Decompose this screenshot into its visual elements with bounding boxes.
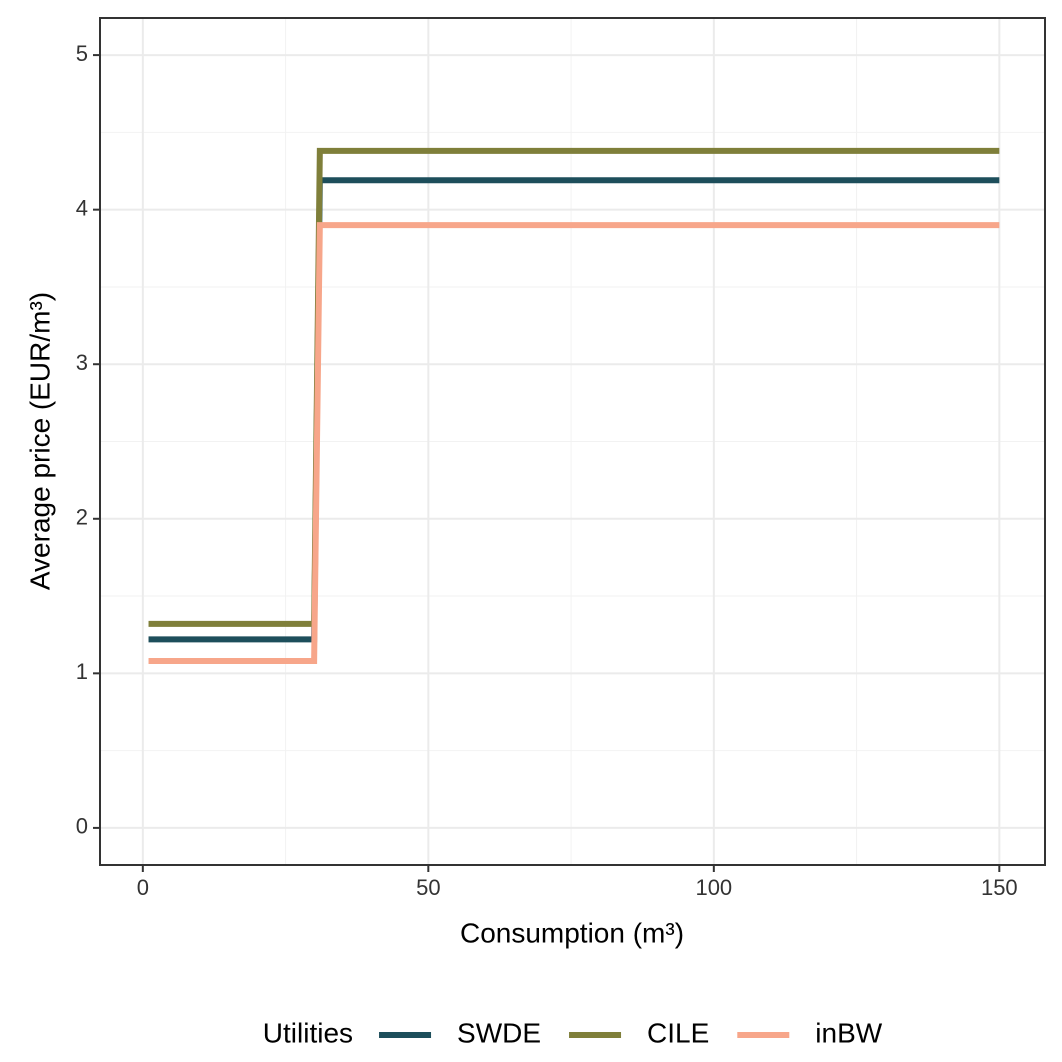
y-axis-title: Average price (EUR/m³) [24, 292, 55, 590]
plot-border [99, 17, 1046, 866]
legend: Utilities SWDE CILE inBW [263, 1017, 883, 1048]
x-tick-label: 50 [416, 875, 440, 900]
y-tick-label: 1 [76, 659, 88, 684]
legend-title: Utilities [263, 1017, 353, 1048]
x-tick-label: 150 [981, 875, 1018, 900]
x-tick-label: 100 [695, 875, 732, 900]
legend-label: CILE [647, 1017, 709, 1048]
y-tick-label: 4 [76, 195, 88, 220]
legend-label: inBW [815, 1017, 882, 1048]
y-tick-label: 0 [76, 814, 88, 839]
x-axis-title: Consumption (m³) [460, 917, 684, 948]
series-line [148, 222, 1000, 664]
legend-label: SWDE [457, 1017, 541, 1048]
y-tick-label: 2 [76, 505, 88, 530]
y-tick-label: 5 [76, 41, 88, 66]
x-tick-label: 0 [137, 875, 149, 900]
y-tick-label: 3 [76, 350, 88, 375]
